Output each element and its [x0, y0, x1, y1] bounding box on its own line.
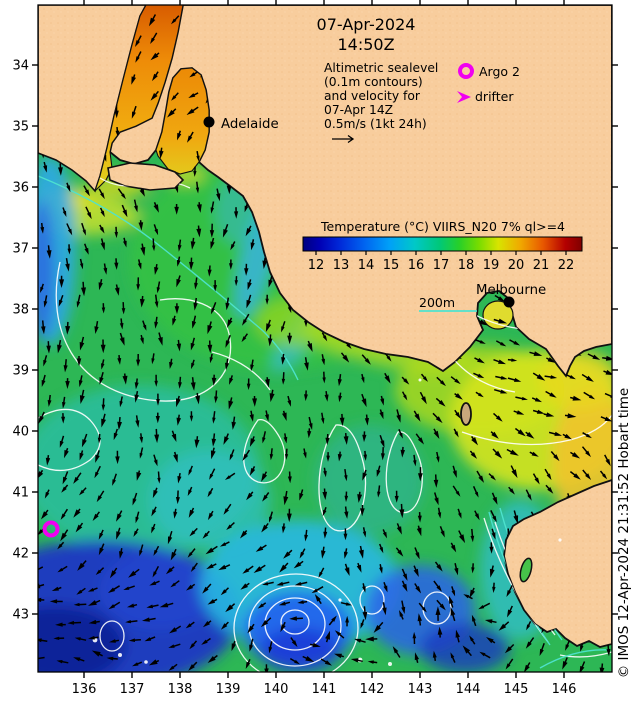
colorbar-title: Temperature (°C) VIIRS_N20 7% ql>=4: [320, 219, 565, 234]
colorbar-gradient: [302, 236, 583, 252]
lon-tick-label: 144: [456, 682, 481, 697]
depth-legend: 200m: [419, 295, 477, 312]
lon-tick-label: 137: [120, 682, 145, 697]
lat-tick-label: 40: [12, 425, 29, 440]
lon-tick-label: 136: [72, 682, 97, 697]
lat-tick-label: 39: [12, 364, 29, 379]
map-frame: [37, 4, 613, 673]
colorbar-tick-label: 12: [308, 258, 325, 273]
colorbar: Temperature (°C) VIIRS_N20 7% ql>=4 12 13…: [302, 219, 583, 273]
colorbar-tick-label: 15: [383, 258, 400, 273]
title-time: 14:50Z: [337, 35, 394, 54]
lat-tick-label: 36: [12, 181, 29, 196]
lon-tick-label: 138: [168, 682, 193, 697]
adelaide-dot: [203, 116, 215, 128]
axes: 136 137 138 139 140 141 142 143 144 145 1463435363…: [12, 0, 618, 697]
melbourne-label: Melbourne: [476, 283, 546, 298]
drifter-legend-icon: [457, 91, 471, 103]
colorbar-tick-label: 20: [508, 258, 525, 273]
credit-text: © IMOS 12-Apr-2024 21:31:52 Hobart time: [616, 388, 632, 678]
colorbar-tick-label: 14: [358, 258, 375, 273]
argo-legend-label: Argo 2: [479, 64, 520, 79]
colorbar-tick-label: 22: [558, 258, 575, 273]
colorbar-tick-label: 21: [533, 258, 550, 273]
land-king-island: [460, 402, 472, 426]
isobath-200m-lines: [38, 175, 611, 669]
lat-tick-label: 37: [12, 242, 29, 257]
drifter-legend-label: drifter: [475, 89, 514, 104]
colorbar-tick-label: 19: [483, 258, 500, 273]
map-area: [37, 4, 613, 673]
velocity-scale-arrow-icon: [332, 134, 355, 144]
title-date: 07-Apr-2024: [317, 15, 416, 34]
velocity-arrow-heads: [38, 12, 612, 672]
lat-tick-label: 43: [12, 608, 29, 623]
lon-tick-label: 142: [360, 682, 385, 697]
title-block: 07-Apr-2024 14:50Z: [317, 15, 416, 54]
info-line: 07-Apr 14Z: [324, 103, 393, 117]
adelaide-label: Adelaide: [221, 117, 279, 132]
info-line: (0.1m contours): [324, 75, 423, 89]
lat-tick-label: 35: [12, 120, 29, 135]
lon-tick-label: 140: [264, 682, 289, 697]
lat-tick-label: 38: [12, 303, 29, 318]
argo-legend-icon: [458, 63, 474, 79]
argo-float-marker: [42, 520, 60, 538]
marker-legend: Argo 2 drifter: [457, 63, 520, 104]
velocity-arrow-field: [38, 9, 612, 672]
info-line: Altimetric sealevel: [324, 61, 438, 75]
depth-legend-label: 200m: [419, 295, 455, 310]
spencer-gulf-water: [94, 5, 184, 192]
city-markers: Adelaide Melbourne: [203, 116, 546, 308]
lon-tick-label: 145: [504, 682, 529, 697]
melbourne-dot: [503, 296, 515, 308]
info-line: 0.5m/s (1kt 24h): [324, 117, 427, 131]
colorbar-tick-label: 13: [333, 258, 350, 273]
colorbar-tick-label: 16: [408, 258, 425, 273]
lat-tick-label: 41: [12, 486, 29, 501]
lon-tick-label: 143: [408, 682, 433, 697]
lat-tick-label: 34: [12, 59, 29, 74]
info-line: and velocity for: [324, 89, 421, 103]
lon-tick-label: 146: [552, 682, 577, 697]
colorbar-tick-label: 18: [458, 258, 475, 273]
colorbar-tick-label: 17: [433, 258, 450, 273]
lon-tick-label: 139: [216, 682, 241, 697]
colorbar-ticks: 12 13 14 15 16 17 18 19 20 21 22: [308, 251, 575, 273]
lon-tick-label: 141: [312, 682, 337, 697]
info-block: Altimetric sealevel (0.1m contours) and …: [324, 61, 438, 144]
lat-tick-label: 42: [12, 547, 29, 562]
